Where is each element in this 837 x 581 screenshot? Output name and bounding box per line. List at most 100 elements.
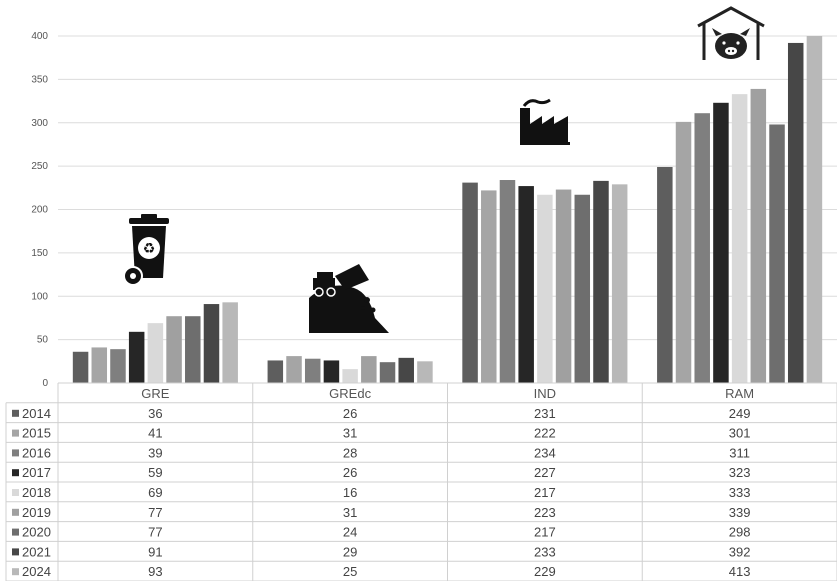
bar-RAM-2016 [694,113,710,384]
bar-GREdc-2018 [342,369,358,383]
bar-GRE-2016 [110,349,126,383]
y-tick-label: 400 [31,31,48,42]
data-label: 249 [729,406,751,421]
legend-swatch [12,409,19,417]
bar-GRE-2024 [222,302,238,383]
data-label: 222 [534,426,556,441]
data-label: 339 [729,505,751,520]
bar-GRE-2015 [91,347,108,383]
data-label: 311 [729,445,750,460]
bar-GREdc-2024 [417,361,433,383]
bar-IND-2021 [593,180,609,383]
data-label: 26 [343,406,357,421]
legend-label: 2019 [22,505,51,520]
category-label: GREdc [329,386,371,401]
legend-swatch [12,489,19,496]
data-label: 59 [148,465,162,480]
category-label: IND [534,386,556,401]
legend-swatch [12,469,19,477]
legend-label: 2017 [22,465,51,480]
bar-GREdc-2019 [361,356,377,383]
legend-swatch [12,528,19,536]
data-label: 229 [534,564,556,579]
data-label: 323 [729,465,751,480]
bar-GRE-2018 [147,323,164,383]
legend-label: 2024 [22,564,51,579]
data-label: 227 [534,465,556,480]
data-label: 25 [343,564,357,579]
bar-GREdc-2016 [304,358,321,383]
data-label: 69 [148,485,162,500]
data-label: 298 [729,525,751,540]
legend-label: 2018 [22,485,51,500]
data-label: 39 [148,445,162,460]
bar-IND-2015 [481,190,497,383]
y-axis: 0 50 100 150 200 250 300 350 400 [31,31,48,389]
legend-swatch [12,568,19,576]
bar-GREdc-2021 [398,357,414,383]
bar-IND-2024 [611,184,628,383]
bar-IND-2018 [537,194,553,383]
legend-label: 2021 [22,544,51,559]
legend-label: 2016 [22,445,51,460]
bar-GRE-2019 [166,316,182,383]
data-label: 231 [534,406,556,421]
data-label: 223 [534,505,556,520]
bar-RAM-2014 [657,166,673,383]
y-tick-label: 300 [31,118,48,129]
legend-label: 2015 [22,426,51,441]
bar-IND-2019 [555,189,572,383]
data-label: 28 [343,445,357,460]
legend-swatch [12,548,19,556]
bar-GRE-2014 [72,351,89,383]
bar-IND-2020 [574,194,591,383]
legend-swatch [12,429,19,437]
y-tick-label: 0 [42,378,48,389]
data-label: 233 [534,544,556,559]
data-label: 91 [148,544,162,559]
bar-RAM-2018 [731,94,748,383]
bar-RAM-2015 [675,121,692,383]
y-tick-label: 50 [37,335,49,346]
y-tick-label: 150 [31,248,48,259]
category-label: GRE [141,386,170,401]
data-label: 36 [148,406,162,421]
pig-barn-icon [697,6,765,60]
bars [72,36,823,384]
data-label: 31 [343,426,357,441]
data-label: 41 [148,426,162,441]
bar-RAM-2024 [806,36,823,383]
data-label: 24 [343,525,357,540]
bar-GRE-2020 [185,316,201,383]
y-tick-label: 100 [31,291,48,302]
bar-GREdc-2015 [286,356,302,383]
data-label: 16 [343,485,357,500]
legend-swatch [12,449,19,457]
bar-GREdc-2020 [379,362,396,383]
bar-GREdc-2014 [267,360,284,383]
bar-GRE-2021 [203,304,220,383]
data-label: 29 [343,544,357,559]
bar-IND-2017 [518,186,534,383]
bar-IND-2016 [499,180,516,383]
legend-label: 2014 [22,406,51,421]
data-label: 333 [729,485,751,500]
data-label: 301 [729,426,751,441]
data-label: 26 [343,465,357,480]
legend-swatch [12,508,19,516]
bar-RAM-2021 [787,42,804,383]
bar-RAM-2020 [769,124,785,384]
recycling-bin-icon: ♻ [123,214,169,286]
data-label: 77 [148,525,162,540]
data-label: 217 [534,525,556,540]
legend-label: 2020 [22,525,51,540]
data-label: 93 [148,564,162,579]
data-label: 392 [729,544,751,559]
svg-text:♻: ♻ [143,241,156,257]
data-label: 217 [534,485,556,500]
y-tick-label: 200 [31,205,48,216]
bar-RAM-2017 [713,102,729,384]
bar-GREdc-2017 [323,360,340,383]
data-table: GRE GREdc IND RAM 2014 36 26 231 249 2015 41 31 222 3… [5,382,837,581]
